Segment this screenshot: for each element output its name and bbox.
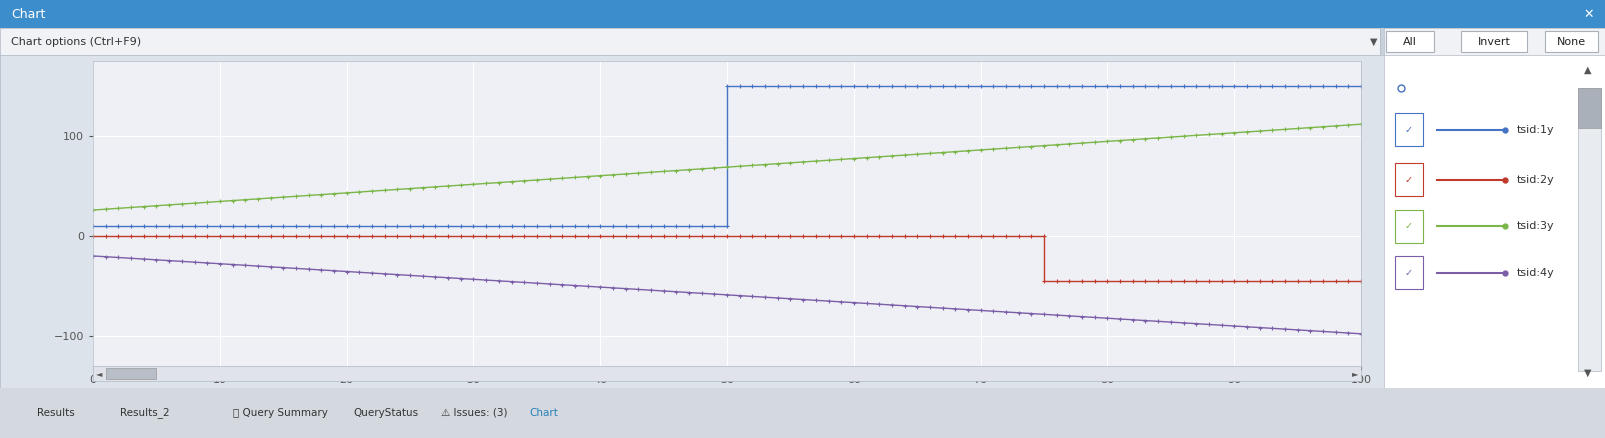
Text: ✓: ✓ bbox=[1404, 221, 1412, 231]
FancyBboxPatch shape bbox=[106, 368, 157, 379]
Text: Invert: Invert bbox=[1478, 37, 1510, 46]
FancyBboxPatch shape bbox=[1395, 163, 1424, 196]
Text: ✕: ✕ bbox=[1583, 8, 1594, 21]
FancyBboxPatch shape bbox=[1578, 88, 1600, 128]
Text: ⚠ Issues: (3): ⚠ Issues: (3) bbox=[441, 408, 507, 418]
FancyBboxPatch shape bbox=[1578, 88, 1600, 371]
Text: All: All bbox=[1403, 37, 1417, 46]
Text: None: None bbox=[1557, 37, 1586, 46]
Text: Chart: Chart bbox=[530, 408, 559, 418]
Text: ✓: ✓ bbox=[1404, 125, 1412, 134]
Text: ►: ► bbox=[1351, 369, 1358, 378]
Text: Chart: Chart bbox=[11, 8, 45, 21]
FancyBboxPatch shape bbox=[1546, 31, 1599, 53]
Text: ▲: ▲ bbox=[1584, 65, 1591, 75]
Text: Results: Results bbox=[37, 408, 75, 418]
Text: 🔍 Query Summary: 🔍 Query Summary bbox=[233, 408, 327, 418]
FancyBboxPatch shape bbox=[1385, 31, 1435, 53]
Text: ✓: ✓ bbox=[1404, 175, 1412, 184]
Text: tsid:2y: tsid:2y bbox=[1517, 175, 1554, 184]
Text: Chart options (Ctrl+F9): Chart options (Ctrl+F9) bbox=[11, 37, 141, 46]
Text: QueryStatus: QueryStatus bbox=[353, 408, 419, 418]
Text: Results_2: Results_2 bbox=[120, 407, 170, 418]
Text: tsid:4y: tsid:4y bbox=[1517, 268, 1554, 278]
FancyBboxPatch shape bbox=[1395, 256, 1424, 290]
FancyBboxPatch shape bbox=[1461, 31, 1528, 53]
FancyBboxPatch shape bbox=[1395, 209, 1424, 243]
Text: tsid:3y: tsid:3y bbox=[1517, 221, 1554, 231]
Text: ▼: ▼ bbox=[1584, 367, 1591, 378]
Text: tsid:1y: tsid:1y bbox=[1517, 125, 1554, 134]
Text: ◄: ◄ bbox=[96, 369, 103, 378]
FancyBboxPatch shape bbox=[1395, 113, 1424, 146]
Text: ✓: ✓ bbox=[1404, 268, 1412, 278]
Text: ▼: ▼ bbox=[1371, 37, 1377, 46]
